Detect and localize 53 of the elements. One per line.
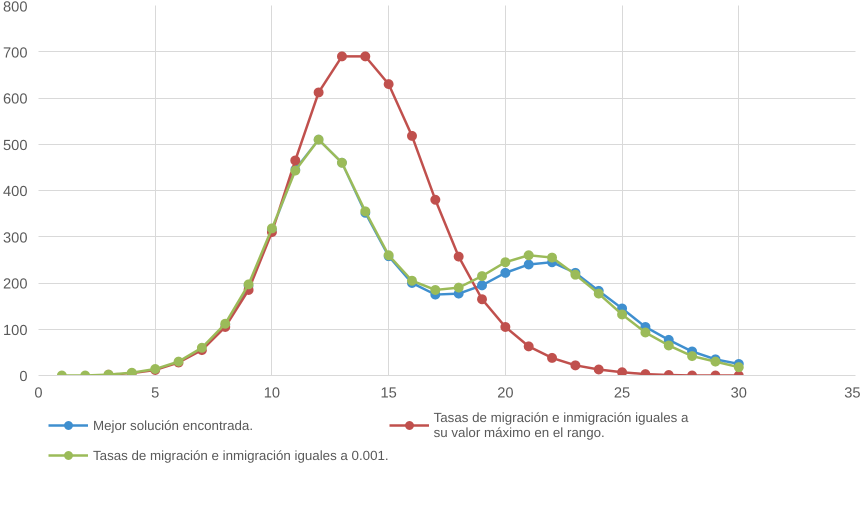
point — [617, 367, 628, 376]
point — [430, 194, 440, 205]
legend-label: Tasas de migración e inmigración iguales a su valor máximo en el rango. — [434, 410, 688, 440]
x-tick-label: 5 — [151, 386, 160, 402]
point — [594, 364, 604, 374]
y-tick-label: 400 — [3, 184, 28, 200]
point — [500, 322, 510, 332]
y-tick-label: 500 — [3, 138, 28, 154]
x-tick-label: 25 — [614, 386, 630, 402]
point — [384, 79, 394, 90]
point — [500, 257, 510, 268]
point — [524, 341, 534, 352]
point — [734, 362, 744, 372]
point — [500, 268, 510, 278]
y-tick-label: 200 — [3, 276, 28, 292]
x-tick-label: 35 — [844, 386, 861, 402]
point — [430, 284, 440, 295]
y-tick-label: 600 — [3, 92, 28, 108]
point — [454, 252, 464, 262]
point — [477, 271, 488, 282]
point — [570, 360, 580, 370]
point — [477, 294, 488, 304]
x-tick-label: 30 — [730, 386, 747, 402]
point — [547, 352, 558, 363]
legend-label: Tasas de migración e inmigración iguales a 0.001. — [93, 446, 389, 465]
x-tick-label: 10 — [264, 386, 280, 402]
x-tick-label: 20 — [497, 386, 514, 402]
point — [640, 327, 650, 338]
legend-label: Mejor solución encontrada. — [93, 416, 254, 435]
point — [454, 282, 464, 293]
point — [547, 252, 558, 263]
y-tick-label: 0 — [19, 369, 28, 385]
point — [710, 356, 720, 367]
point — [406, 130, 417, 141]
point — [664, 340, 674, 350]
point — [524, 260, 534, 270]
point — [290, 155, 300, 166]
x-tick-label: 15 — [380, 386, 397, 402]
point — [594, 288, 604, 299]
point — [336, 51, 347, 62]
point — [524, 250, 534, 260]
point — [477, 280, 488, 290]
y-tick-label: 700 — [3, 45, 28, 62]
point — [360, 51, 370, 62]
y-tick-label: 100 — [3, 322, 28, 339]
point — [687, 351, 698, 362]
point — [196, 342, 207, 353]
point — [406, 276, 417, 286]
x-tick-label: 0 — [34, 386, 43, 402]
y-tick-label: 800 — [3, 0, 28, 16]
y-tick-label: 300 — [3, 230, 28, 246]
point — [617, 309, 628, 320]
point — [314, 87, 324, 98]
